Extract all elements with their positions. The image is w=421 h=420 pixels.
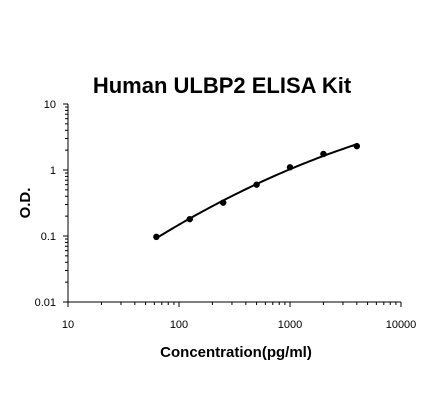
- y-axis-label: O.D.: [17, 188, 34, 219]
- chart-title: Human ULBP2 ELISA Kit: [93, 73, 352, 98]
- x-tick-label: 10000: [386, 319, 417, 331]
- x-tick-label: 10: [62, 319, 74, 331]
- data-point: [353, 142, 361, 150]
- y-tick-label: 10: [44, 99, 56, 111]
- data-points: [153, 142, 361, 241]
- data-point: [219, 199, 227, 206]
- y-tick-label: 1: [50, 165, 56, 177]
- y-axis-ticks: 10 1 0.1 0.01: [35, 99, 68, 309]
- data-point: [320, 150, 327, 158]
- fit-curve: [155, 143, 358, 239]
- x-axis-label: Concentration(pg/ml): [160, 344, 312, 361]
- y-tick-label: 0.01: [35, 297, 56, 309]
- x-axis-ticks: 10 100 1000 10000: [62, 302, 416, 331]
- data-point: [186, 215, 193, 223]
- data-point: [153, 233, 160, 241]
- data-point: [286, 164, 294, 171]
- x-tick-label: 1000: [278, 319, 302, 331]
- y-tick-label: 0.1: [41, 231, 56, 243]
- data-point: [253, 181, 260, 188]
- x-tick-label: 100: [170, 319, 188, 331]
